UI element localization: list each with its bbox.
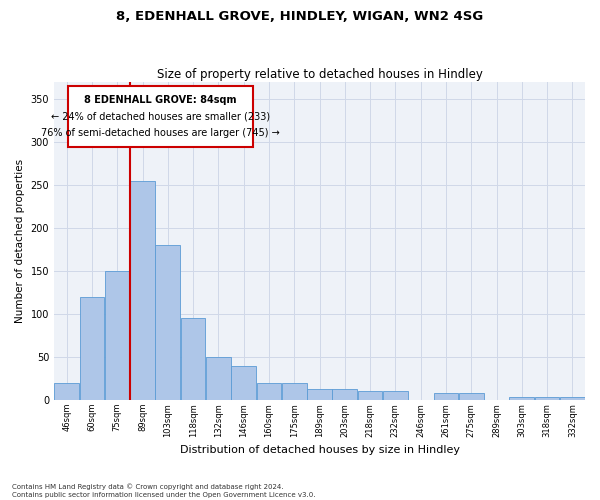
Bar xyxy=(105,271,130,400)
Bar xyxy=(332,389,357,400)
Bar xyxy=(560,398,585,400)
Bar xyxy=(434,393,458,400)
X-axis label: Distribution of detached houses by size in Hindley: Distribution of detached houses by size … xyxy=(179,445,460,455)
Bar xyxy=(155,246,180,400)
Bar xyxy=(54,383,79,400)
Bar xyxy=(358,392,382,400)
Text: 8 EDENHALL GROVE: 84sqm: 8 EDENHALL GROVE: 84sqm xyxy=(84,94,236,104)
Text: 76% of semi-detached houses are larger (745) →: 76% of semi-detached houses are larger (… xyxy=(41,128,280,138)
Bar xyxy=(181,318,205,400)
Bar xyxy=(307,389,332,400)
Bar xyxy=(206,357,231,400)
Y-axis label: Number of detached properties: Number of detached properties xyxy=(15,159,25,323)
Text: 8, EDENHALL GROVE, HINDLEY, WIGAN, WN2 4SG: 8, EDENHALL GROVE, HINDLEY, WIGAN, WN2 4… xyxy=(116,10,484,23)
Bar xyxy=(459,393,484,400)
Bar xyxy=(130,181,155,400)
Bar xyxy=(80,297,104,400)
Bar xyxy=(282,383,307,400)
Title: Size of property relative to detached houses in Hindley: Size of property relative to detached ho… xyxy=(157,68,482,81)
Bar xyxy=(231,366,256,400)
Bar xyxy=(257,383,281,400)
Bar xyxy=(383,392,408,400)
Text: Contains public sector information licensed under the Open Government Licence v3: Contains public sector information licen… xyxy=(12,492,316,498)
FancyBboxPatch shape xyxy=(68,86,253,146)
Bar xyxy=(535,398,559,400)
Text: Contains HM Land Registry data © Crown copyright and database right 2024.: Contains HM Land Registry data © Crown c… xyxy=(12,484,284,490)
Text: ← 24% of detached houses are smaller (233): ← 24% of detached houses are smaller (23… xyxy=(50,112,270,122)
Bar xyxy=(509,398,534,400)
